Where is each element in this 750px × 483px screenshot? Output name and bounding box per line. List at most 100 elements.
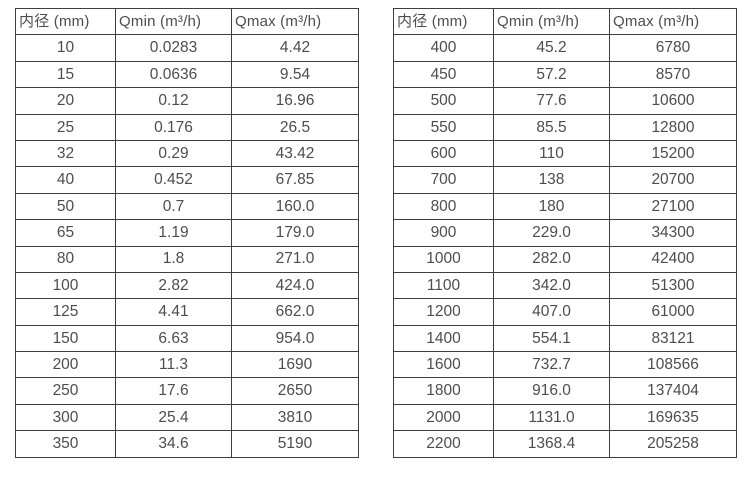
- inner-diameter-cell: 1200: [393, 298, 494, 326]
- column-header-qmin: Qmin (m³/h): [115, 7, 232, 36]
- qmax-cell: 51300: [609, 271, 737, 300]
- table-row: 1000 282.0 42400: [393, 245, 737, 273]
- qmin-cell: 57.2: [493, 60, 610, 89]
- qmax-cell: 3810: [231, 403, 359, 432]
- inner-diameter-cell: 2200: [393, 430, 494, 458]
- inner-diameter-cell: 65: [15, 219, 116, 247]
- table-row: 200 11.3 1690: [15, 351, 359, 379]
- table-row: 2200 1368.4 205258: [393, 430, 737, 458]
- qmin-cell: 2.82: [115, 271, 232, 300]
- qmax-cell: 108566: [609, 351, 737, 379]
- inner-diameter-cell: 50: [15, 192, 116, 221]
- qmin-cell: 17.6: [115, 377, 232, 405]
- flow-spec-table-large-diameters: 内径 (mm) Qmin (m³/h) Qmax (m³/h) 400 45.2 6…: [393, 7, 737, 458]
- qmin-cell: 554.1: [493, 324, 610, 353]
- table-row: 350 34.6 5190: [15, 430, 359, 458]
- qmin-cell: 180: [493, 192, 610, 221]
- inner-diameter-cell: 125: [15, 298, 116, 326]
- table-row: 1200 407.0 61000: [393, 298, 737, 326]
- spec-tables-page: 内径 (mm) Qmin (m³/h) Qmax (m³/h) 10 0.0283…: [15, 7, 737, 458]
- table-row: 10 0.0283 4.42: [15, 34, 359, 62]
- qmax-cell: 271.0: [231, 245, 359, 273]
- header-row: 内径 (mm) Qmin (m³/h) Qmax (m³/h): [393, 7, 737, 36]
- qmin-cell: 1.19: [115, 219, 232, 247]
- qmax-cell: 61000: [609, 298, 737, 326]
- table-row: 150 6.63 954.0: [15, 324, 359, 353]
- qmax-cell: 43.42: [231, 139, 359, 168]
- column-header-qmin: Qmin (m³/h): [493, 7, 610, 36]
- inner-diameter-cell: 1100: [393, 271, 494, 300]
- inner-diameter-cell: 450: [393, 60, 494, 89]
- qmax-cell: 4.42: [231, 34, 359, 62]
- inner-diameter-cell: 1000: [393, 245, 494, 273]
- qmax-cell: 15200: [609, 139, 737, 168]
- qmin-cell: 25.4: [115, 403, 232, 432]
- inner-diameter-cell: 15: [15, 60, 116, 89]
- inner-diameter-cell: 300: [15, 403, 116, 432]
- inner-diameter-cell: 1400: [393, 324, 494, 353]
- inner-diameter-cell: 40: [15, 166, 116, 194]
- qmin-cell: 45.2: [493, 34, 610, 62]
- inner-diameter-cell: 10: [15, 34, 116, 62]
- inner-diameter-cell: 80: [15, 245, 116, 273]
- qmin-cell: 6.63: [115, 324, 232, 353]
- qmax-cell: 16.96: [231, 87, 359, 115]
- table-row: 1800 916.0 137404: [393, 377, 737, 405]
- qmin-cell: 916.0: [493, 377, 610, 405]
- qmax-cell: 12800: [609, 113, 737, 141]
- inner-diameter-cell: 200: [15, 351, 116, 379]
- inner-diameter-cell: 900: [393, 219, 494, 247]
- qmin-cell: 11.3: [115, 351, 232, 379]
- qmin-cell: 282.0: [493, 245, 610, 273]
- qmax-cell: 8570: [609, 60, 737, 89]
- qmax-cell: 424.0: [231, 271, 359, 300]
- inner-diameter-cell: 250: [15, 377, 116, 405]
- inner-diameter-cell: 100: [15, 271, 116, 300]
- header-row: 内径 (mm) Qmin (m³/h) Qmax (m³/h): [15, 7, 359, 36]
- qmin-cell: 1.8: [115, 245, 232, 273]
- qmax-cell: 20700: [609, 166, 737, 194]
- inner-diameter-cell: 20: [15, 87, 116, 115]
- qmin-cell: 0.452: [115, 166, 232, 194]
- table-row: 15 0.0636 9.54: [15, 60, 359, 89]
- table-row: 400 45.2 6780: [393, 34, 737, 62]
- qmax-cell: 954.0: [231, 324, 359, 353]
- inner-diameter-cell: 1600: [393, 351, 494, 379]
- qmin-cell: 1368.4: [493, 430, 610, 458]
- table-row: 250 17.6 2650: [15, 377, 359, 405]
- table-row: 300 25.4 3810: [15, 403, 359, 432]
- inner-diameter-cell: 25: [15, 113, 116, 141]
- qmin-cell: 0.176: [115, 113, 232, 141]
- qmin-cell: 138: [493, 166, 610, 194]
- inner-diameter-cell: 1800: [393, 377, 494, 405]
- table-row: 550 85.5 12800: [393, 113, 737, 141]
- qmax-cell: 662.0: [231, 298, 359, 326]
- table-row: 1600 732.7 108566: [393, 351, 737, 379]
- inner-diameter-cell: 500: [393, 87, 494, 115]
- qmax-cell: 2650: [231, 377, 359, 405]
- table-row: 800 180 27100: [393, 192, 737, 221]
- qmin-cell: 4.41: [115, 298, 232, 326]
- column-header-qmax: Qmax (m³/h): [609, 7, 737, 36]
- table-row: 450 57.2 8570: [393, 60, 737, 89]
- table-row: 40 0.452 67.85: [15, 166, 359, 194]
- qmin-cell: 0.7: [115, 192, 232, 221]
- table-row: 50 0.7 160.0: [15, 192, 359, 221]
- table-row: 25 0.176 26.5: [15, 113, 359, 141]
- qmin-cell: 110: [493, 139, 610, 168]
- table-row: 65 1.19 179.0: [15, 219, 359, 247]
- qmax-cell: 205258: [609, 430, 737, 458]
- inner-diameter-cell: 150: [15, 324, 116, 353]
- qmin-cell: 34.6: [115, 430, 232, 458]
- table-row: 500 77.6 10600: [393, 87, 737, 115]
- qmax-cell: 26.5: [231, 113, 359, 141]
- qmax-cell: 9.54: [231, 60, 359, 89]
- qmin-cell: 342.0: [493, 271, 610, 300]
- inner-diameter-cell: 400: [393, 34, 494, 62]
- flow-spec-table-small-diameters: 内径 (mm) Qmin (m³/h) Qmax (m³/h) 10 0.0283…: [15, 7, 359, 458]
- qmax-cell: 27100: [609, 192, 737, 221]
- qmax-cell: 34300: [609, 219, 737, 247]
- table-row: 1100 342.0 51300: [393, 271, 737, 300]
- qmax-cell: 1690: [231, 351, 359, 379]
- qmin-cell: 85.5: [493, 113, 610, 141]
